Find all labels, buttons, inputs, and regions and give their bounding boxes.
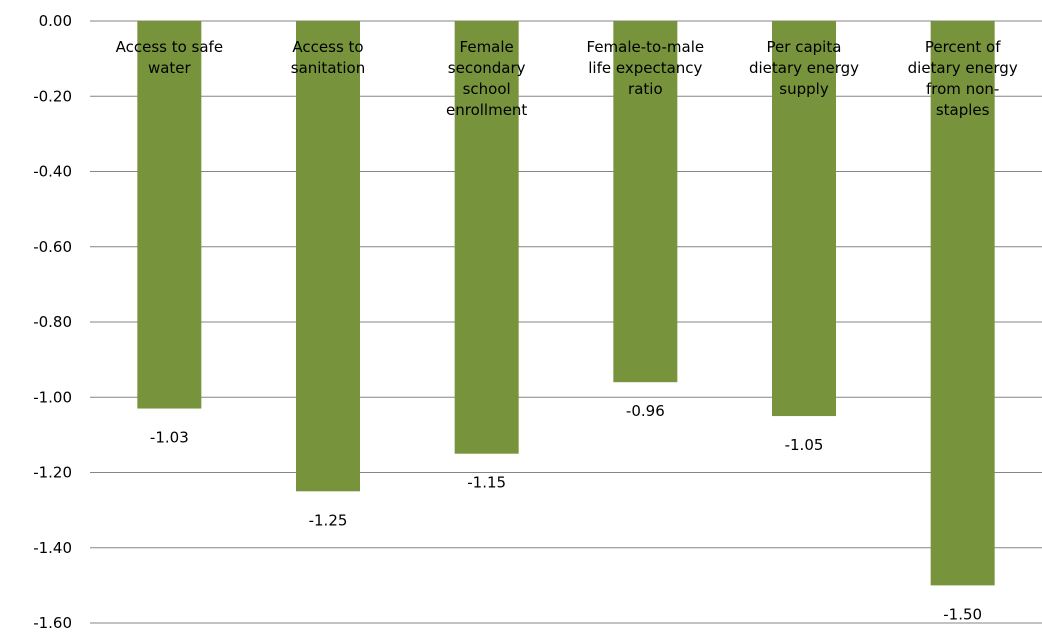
category-label: Female-to-male life expectancy ratio — [587, 38, 705, 98]
data-label: -1.50 — [943, 605, 982, 623]
category-label: Percent of dietary energy from non-staples — [908, 38, 1018, 119]
y-tick-label: -0.80 — [33, 313, 72, 331]
category-label: Access to safe water — [116, 38, 223, 77]
y-tick-label: -1.40 — [33, 539, 72, 557]
bar — [296, 21, 360, 492]
y-tick-label: 0.00 — [39, 12, 72, 30]
y-tick-label: -0.40 — [33, 163, 72, 181]
data-label: -1.03 — [150, 429, 189, 447]
bar — [454, 21, 519, 454]
y-tick-label: -0.20 — [33, 87, 72, 105]
data-label: -1.15 — [467, 474, 506, 492]
y-tick-label: -0.60 — [33, 238, 72, 256]
category-label: Female secondary school enrollment — [446, 38, 527, 119]
category-labels: Access to safe water Access to sanitation Fe… — [116, 38, 1018, 119]
data-label: -1.05 — [785, 436, 824, 454]
bar — [613, 21, 678, 383]
category-label: Access to sanitation — [291, 38, 366, 77]
y-axis-ticks: 0.00 -0.20 -0.40 -0.60 -0.80 -1.00 -1.20 -1.40 -… — [33, 12, 72, 632]
data-labels: -1.03 -1.25 -1.15 -0.96 -1.05 -1.50 — [150, 402, 982, 623]
gridlines — [90, 20, 1042, 624]
bar — [930, 21, 995, 586]
y-tick-label: -1.00 — [33, 388, 72, 406]
bar — [772, 21, 836, 417]
bar — [137, 21, 202, 409]
bars — [137, 21, 995, 586]
y-tick-label: -1.20 — [33, 464, 72, 482]
y-tick-label: -1.60 — [33, 614, 72, 632]
data-label: -1.25 — [309, 511, 348, 529]
data-label: -0.96 — [626, 402, 665, 420]
category-label: Per capita dietary energy supply — [749, 38, 859, 98]
